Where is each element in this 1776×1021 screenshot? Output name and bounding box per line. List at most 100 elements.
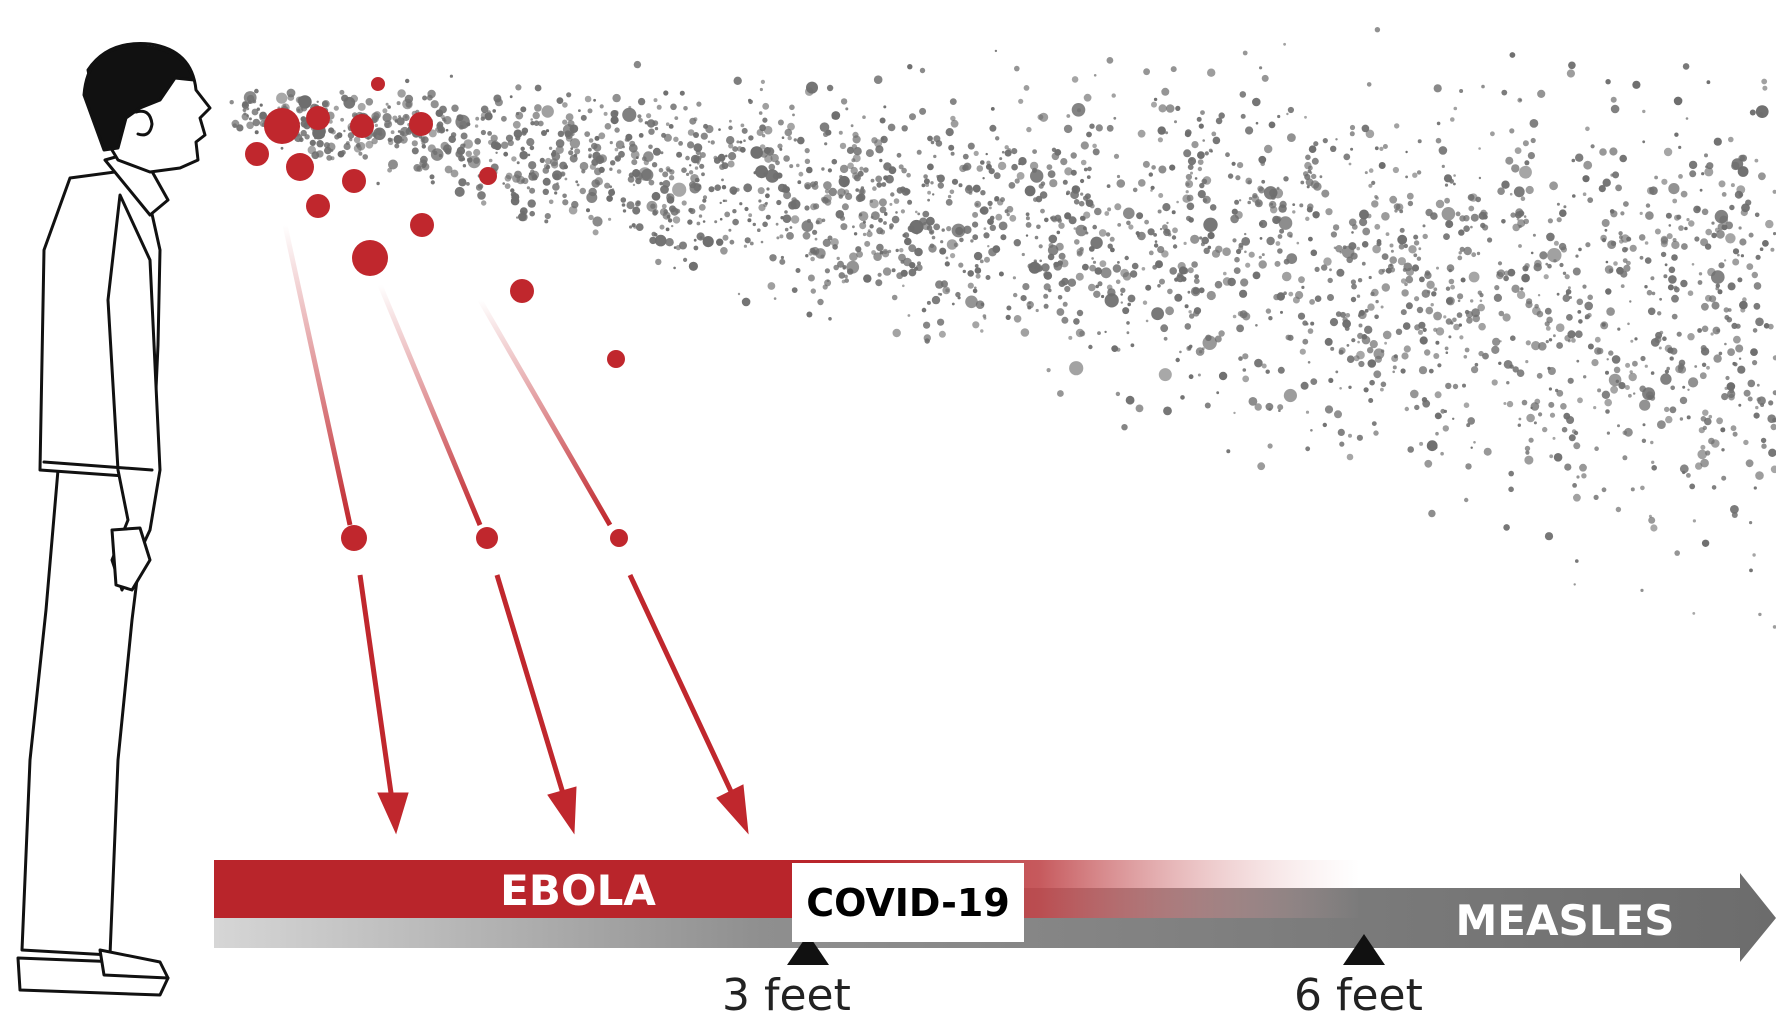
aerosol-particle xyxy=(528,199,536,207)
aerosol-particle xyxy=(1467,417,1475,425)
aerosol-particle xyxy=(917,213,920,216)
aerosol-particle xyxy=(1157,284,1161,288)
aerosol-particle xyxy=(1142,267,1146,271)
aerosol-particle xyxy=(856,251,863,258)
aerosol-particle xyxy=(1242,376,1249,383)
aerosol-particle xyxy=(1367,214,1372,219)
aerosol-particle xyxy=(1375,300,1378,303)
aerosol-particle xyxy=(1508,487,1514,493)
aerosol-particle xyxy=(713,156,717,160)
aerosol-particle xyxy=(1264,145,1272,153)
aerosol-particle xyxy=(1101,295,1104,298)
aerosol-particle xyxy=(1266,308,1271,313)
aerosol-particle xyxy=(1655,229,1661,235)
aerosol-particle xyxy=(473,149,480,156)
aerosol-particle xyxy=(1320,175,1323,178)
aerosol-particle xyxy=(1445,383,1451,389)
aerosol-particle xyxy=(1315,295,1322,302)
aerosol-particle xyxy=(502,182,505,185)
aerosol-particle xyxy=(789,164,793,168)
aerosol-particle xyxy=(1670,386,1675,391)
aerosol-particle xyxy=(1727,390,1735,398)
aerosol-particle xyxy=(1230,215,1239,224)
aerosol-particle xyxy=(1313,141,1318,146)
aerosol-particle xyxy=(1039,260,1042,263)
aerosol-particle xyxy=(1080,179,1084,183)
aerosol-particle xyxy=(931,141,935,145)
aerosol-particle xyxy=(1449,279,1455,285)
aerosol-particle xyxy=(696,102,701,107)
aerosol-particle xyxy=(1705,450,1710,455)
aerosol-particle xyxy=(589,188,597,196)
aerosol-particle xyxy=(1640,486,1645,491)
aerosol-particle xyxy=(1677,332,1682,337)
aerosol-particle xyxy=(1510,52,1516,58)
aerosol-particle xyxy=(748,99,751,102)
aerosol-particle xyxy=(1509,128,1514,133)
aerosol-particle xyxy=(1678,225,1684,231)
aerosol-particle xyxy=(1151,102,1157,108)
aerosol-particle xyxy=(1750,348,1758,356)
aerosol-particle xyxy=(287,89,296,98)
aerosol-particle xyxy=(1622,247,1628,253)
aerosol-particle xyxy=(1684,227,1688,231)
aerosol-particle xyxy=(1413,253,1417,257)
aerosol-particle xyxy=(736,140,739,143)
aerosol-particle xyxy=(1718,262,1724,268)
aerosol-particle xyxy=(528,161,536,169)
aerosol-particle xyxy=(1506,381,1509,384)
aerosol-particle xyxy=(995,214,1002,221)
aerosol-particle xyxy=(976,300,985,309)
aerosol-particle xyxy=(326,155,332,161)
aerosol-particle xyxy=(373,111,381,119)
aerosol-particle xyxy=(1702,363,1706,367)
aerosol-particle xyxy=(1456,212,1461,217)
aerosol-particle xyxy=(1646,203,1650,207)
aerosol-particle xyxy=(1523,140,1529,146)
ebola-label: EBOLA xyxy=(500,866,656,915)
aerosol-particle xyxy=(1064,286,1070,292)
aerosol-particle xyxy=(604,183,610,189)
aerosol-particle xyxy=(657,105,662,110)
aerosol-particle xyxy=(1708,438,1715,445)
aerosol-particle xyxy=(855,188,859,192)
aerosol-particle xyxy=(1511,164,1519,172)
aerosol-particle xyxy=(1707,80,1711,84)
aerosol-particle xyxy=(1612,355,1621,364)
aerosol-particle xyxy=(1418,139,1422,143)
aerosol-particle xyxy=(902,285,905,288)
aerosol-particle xyxy=(1524,267,1528,271)
aerosol-particle xyxy=(457,114,464,121)
aerosol-particle xyxy=(529,172,532,175)
aerosol-particle xyxy=(621,197,627,203)
aerosol-particle xyxy=(1210,204,1217,211)
aerosol-particle xyxy=(732,219,739,226)
aerosol-particle xyxy=(1719,180,1726,187)
aerosol-particle xyxy=(1178,262,1186,270)
aerosol-particle xyxy=(998,162,1006,170)
aerosol-particle xyxy=(588,108,593,113)
aerosol-particle xyxy=(384,123,390,129)
aerosol-particle xyxy=(1569,434,1576,441)
aerosol-particle xyxy=(1534,304,1539,309)
aerosol-particle xyxy=(1073,318,1080,325)
aerosol-particle xyxy=(1219,372,1227,380)
aerosol-particle xyxy=(701,172,705,176)
aerosol-particle xyxy=(1330,347,1334,351)
aerosol-particle xyxy=(1088,345,1092,349)
aerosol-particle xyxy=(283,104,286,107)
aerosol-particle xyxy=(1675,365,1683,373)
aerosol-particle xyxy=(1260,237,1263,240)
aerosol-particle xyxy=(1433,353,1439,359)
aerosol-particle xyxy=(1232,238,1236,242)
aerosol-particle xyxy=(1657,420,1666,429)
aerosol-particle xyxy=(1286,113,1288,115)
aerosol-particle xyxy=(596,182,598,184)
aerosol-particle xyxy=(1365,171,1368,174)
aerosol-particle xyxy=(1107,207,1111,211)
aerosol-particle xyxy=(1048,254,1055,261)
aerosol-particle xyxy=(1186,174,1192,180)
aerosol-particle xyxy=(1733,432,1738,437)
aerosol-particle xyxy=(1678,146,1681,149)
aerosol-particle xyxy=(481,200,486,205)
